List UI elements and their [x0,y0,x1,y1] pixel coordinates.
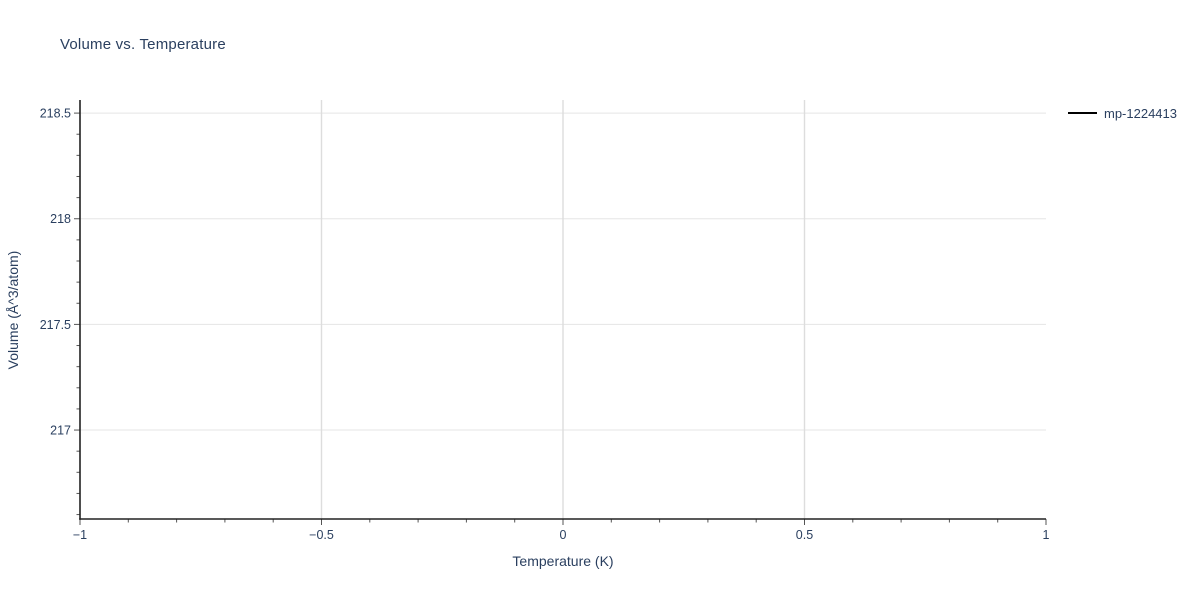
legend-item-label[interactable]: mp-1224413 [1104,105,1177,121]
y-tick-label: 217 [50,424,71,438]
x-axis-title: Temperature (K) [512,553,614,569]
y-tick-label: 218 [50,212,71,226]
y-tick-label: 218.5 [40,107,71,121]
legend[interactable]: mp-1224413 [1068,105,1177,121]
x-tick-label: −1 [73,528,87,542]
x-tick-label: −0.5 [309,528,334,542]
x-tick-label: 1 [1043,528,1050,542]
y-axis-title: Volume (Å^3/atom) [5,250,21,370]
x-tick-label: 0 [560,528,567,542]
chart-title: Volume vs. Temperature [60,36,226,53]
legend-line-swatch [1068,112,1097,114]
x-tick-label: 0.5 [796,528,813,542]
y-tick-label: 217.5 [40,318,71,332]
